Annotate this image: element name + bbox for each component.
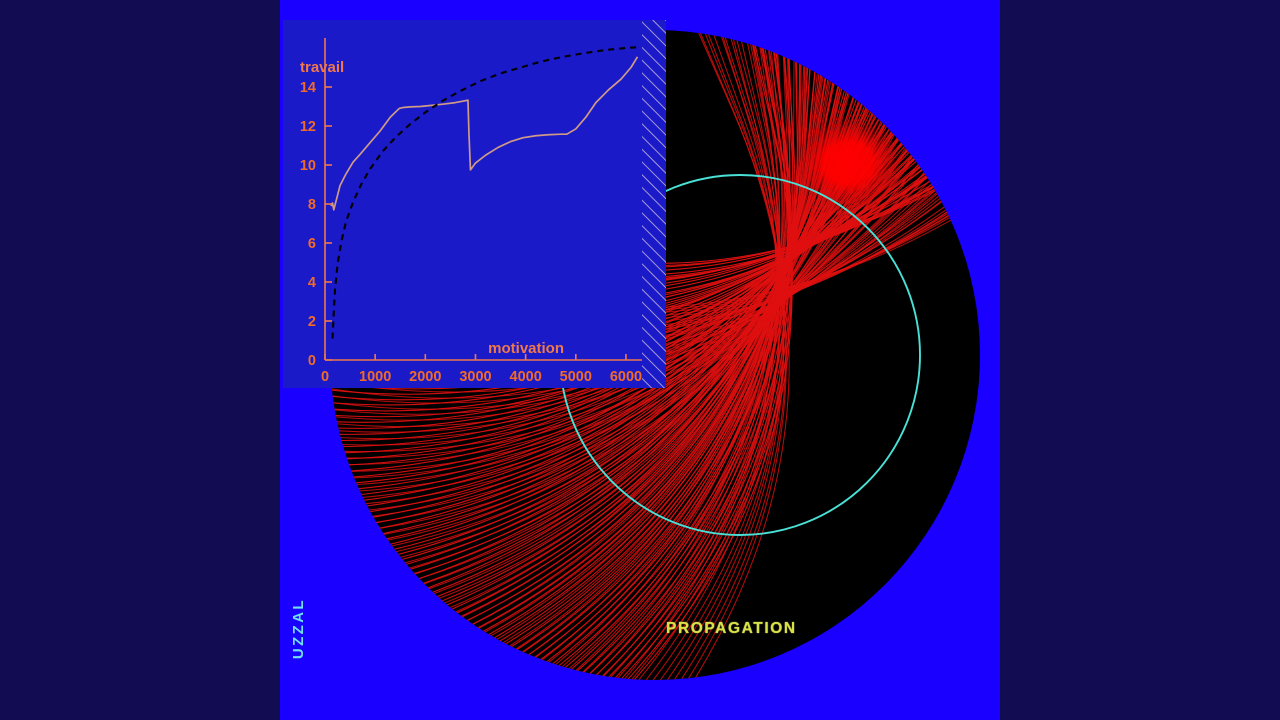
x-tick-label: 3000	[459, 369, 491, 385]
inset-chart-panel: 0 1000 2000 3000 4000 5000 6000 0 2 4 6 8 10 12 14 tra…	[283, 20, 666, 388]
artist-signature: UZZAL	[290, 598, 307, 659]
x-tick-label: 2000	[409, 369, 441, 385]
slide-stage: PROPAGATION UZZAL 0 1000 2000 3000 4000 5000 6…	[0, 0, 1280, 720]
y-tick-label: 4	[308, 275, 316, 291]
y-tick-label: 0	[308, 353, 316, 369]
y-tick-label: 2	[308, 314, 316, 330]
caustic-focus	[794, 116, 902, 210]
propagation-caption: PROPAGATION	[666, 620, 797, 638]
x-tick-label: 4000	[510, 369, 542, 385]
x-axis-title: motivation	[488, 340, 564, 357]
slide-canvas: PROPAGATION UZZAL 0 1000 2000 3000 4000 5000 6…	[280, 0, 1000, 720]
y-tick-label: 10	[300, 158, 316, 174]
y-axis-title: travail	[300, 59, 344, 76]
x-tick-label: 0	[321, 369, 329, 385]
y-tick-label: 14	[300, 80, 316, 96]
y-tick-label: 8	[308, 197, 316, 213]
x-tick-label: 1000	[359, 369, 391, 385]
y-tick-label: 12	[300, 119, 316, 135]
x-tick-label: 5000	[560, 369, 592, 385]
x-tick-label: 6000	[610, 369, 642, 385]
travail-motivation-chart: 0 1000 2000 3000 4000 5000 6000 0 2 4 6 8 10 12 14 tra…	[283, 20, 666, 388]
hatched-margin	[642, 20, 666, 388]
y-tick-label: 6	[308, 236, 316, 252]
